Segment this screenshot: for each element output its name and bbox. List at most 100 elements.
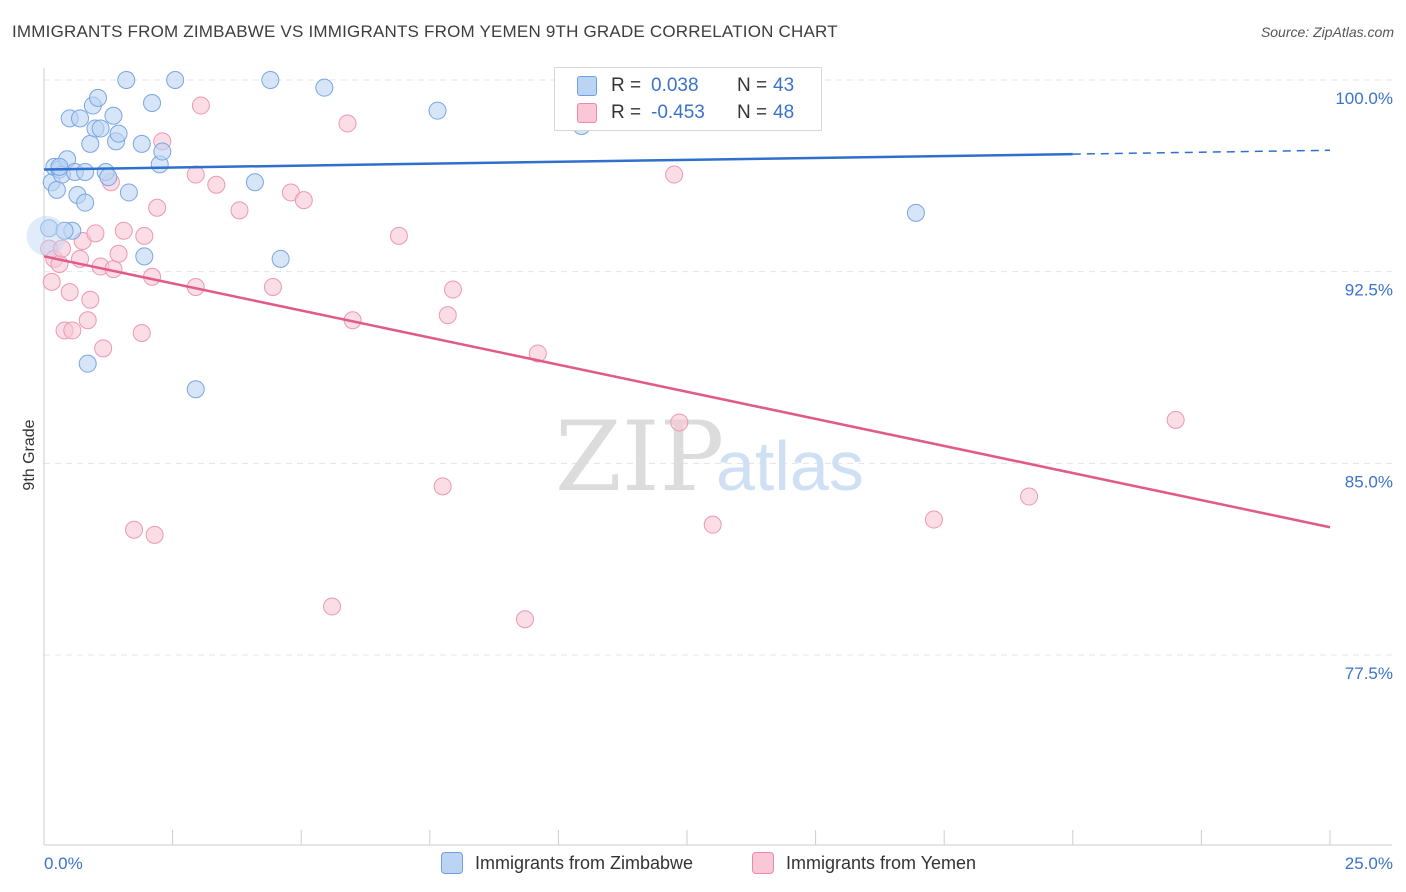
y-tick-label: 92.5%	[1345, 281, 1393, 300]
point-yemen	[528, 344, 547, 363]
legend-n-value-yemen: 48	[773, 102, 795, 123]
watermark-zip: ZIP	[555, 401, 724, 513]
point-yemen	[230, 201, 249, 220]
point-yemen	[60, 283, 79, 302]
point-yemen	[703, 515, 722, 534]
point-yemen	[191, 96, 210, 115]
point-yemen	[1166, 410, 1185, 429]
axes	[43, 68, 1392, 846]
point-yemen	[338, 114, 357, 133]
point-yemen	[81, 290, 100, 309]
point-yemen	[53, 239, 72, 258]
point-zimbabwe	[78, 354, 97, 373]
point-yemen	[94, 339, 113, 358]
correlation-legend: R = 0.038 N = 43 R = -0.453 N = 48	[554, 67, 822, 131]
point-yemen	[924, 510, 943, 529]
point-zimbabwe	[135, 247, 154, 266]
legend-swatch-yemen	[577, 103, 597, 123]
point-zimbabwe	[76, 163, 95, 181]
point-zimbabwe	[50, 157, 69, 176]
point-yemen	[114, 221, 133, 240]
point-cluster-zimbabwe	[26, 215, 67, 256]
point-zimbabwe	[245, 173, 264, 192]
point-yemen	[1020, 487, 1039, 506]
legend-r-label: R =	[611, 102, 642, 123]
legend-row-zimbabwe: R = 0.038 N = 43	[577, 74, 794, 98]
legend-row-yemen: R = -0.453 N = 48	[577, 101, 794, 125]
point-yemen	[389, 226, 408, 245]
y-tick-label: 77.5%	[1345, 664, 1393, 683]
point-yemen	[109, 244, 128, 263]
series-yemen-points	[40, 96, 1185, 629]
point-yemen	[145, 525, 164, 544]
bottom-legend-swatch-yemen	[752, 852, 774, 874]
point-yemen	[294, 191, 313, 210]
point-zimbabwe	[55, 221, 74, 240]
trend-line-zimbabwe	[43, 152, 1073, 171]
point-zimbabwe	[315, 78, 334, 97]
point-zimbabwe	[132, 134, 151, 153]
bottom-legend-label-zimbabwe: Immigrants from Zimbabwe	[475, 852, 694, 873]
point-yemen	[515, 610, 534, 629]
y-axis-label: 9th Grade	[21, 419, 38, 490]
point-zimbabwe	[186, 380, 205, 399]
series-zimbabwe-points	[26, 71, 925, 399]
bottom-legend-yemen: Immigrants from Yemen	[752, 852, 976, 874]
legend-n-label: N =	[737, 75, 768, 96]
point-yemen	[323, 597, 342, 616]
point-yemen	[148, 198, 167, 217]
point-yemen	[443, 280, 462, 299]
x-tick-label: 0.0%	[44, 854, 83, 873]
y-tick-label: 85.0%	[1345, 472, 1393, 491]
point-zimbabwe	[119, 183, 138, 202]
point-zimbabwe	[47, 180, 66, 199]
legend-n-value-zimbabwe: 43	[773, 75, 795, 96]
trend-line-zimbabwe-extension	[1072, 149, 1331, 155]
source-label: Source: ZipAtlas.com	[1260, 24, 1394, 40]
legend-r-label: R =	[611, 75, 642, 96]
point-zimbabwe	[81, 134, 100, 153]
legend-r-value-yemen: -0.453	[651, 102, 705, 123]
legend-swatch-zimbabwe	[577, 76, 597, 96]
point-yemen	[132, 324, 151, 342]
chart-title: IMMIGRANTS FROM ZIMBABWE VS IMMIGRANTS F…	[12, 22, 838, 41]
point-yemen	[433, 477, 452, 496]
point-zimbabwe	[117, 71, 136, 89]
x-tick-labels: 0.0% 25.0%	[44, 854, 1393, 873]
bottom-legend-swatch-zimbabwe	[441, 852, 463, 874]
point-zimbabwe	[71, 109, 90, 128]
point-yemen	[125, 520, 144, 539]
point-yemen	[670, 413, 689, 432]
y-tick-labels: 77.5% 85.0% 92.5% 100.0%	[1335, 89, 1393, 683]
point-zimbabwe	[153, 142, 172, 161]
watermark-atlas: atlas	[716, 427, 864, 505]
point-zimbabwe	[99, 168, 118, 187]
point-yemen	[86, 224, 105, 243]
y-tick-label: 100.0%	[1335, 89, 1393, 108]
point-zimbabwe	[89, 88, 108, 107]
point-yemen	[42, 272, 61, 291]
point-zimbabwe	[428, 101, 447, 120]
point-zimbabwe	[91, 119, 110, 138]
point-yemen	[438, 306, 457, 325]
trend-line-yemen	[43, 255, 1331, 529]
bottom-legend-zimbabwe: Immigrants from Zimbabwe	[441, 852, 693, 874]
point-yemen	[263, 278, 282, 296]
point-zimbabwe	[143, 94, 162, 112]
point-yemen	[207, 175, 226, 194]
point-yemen	[78, 311, 97, 330]
trend-lines	[43, 149, 1331, 529]
legend-r-value-zimbabwe: 0.038	[651, 75, 699, 96]
point-zimbabwe	[906, 203, 925, 222]
point-zimbabwe	[271, 249, 290, 268]
point-yemen	[135, 226, 154, 245]
point-zimbabwe	[104, 106, 123, 125]
point-yemen	[63, 321, 82, 340]
x-tick-label: 25.0%	[1345, 854, 1393, 873]
point-zimbabwe	[109, 124, 128, 143]
point-yemen	[665, 165, 684, 184]
bottom-legend-label-yemen: Immigrants from Yemen	[786, 852, 977, 873]
legend-n-label: N =	[737, 102, 768, 123]
point-yemen	[186, 165, 205, 184]
